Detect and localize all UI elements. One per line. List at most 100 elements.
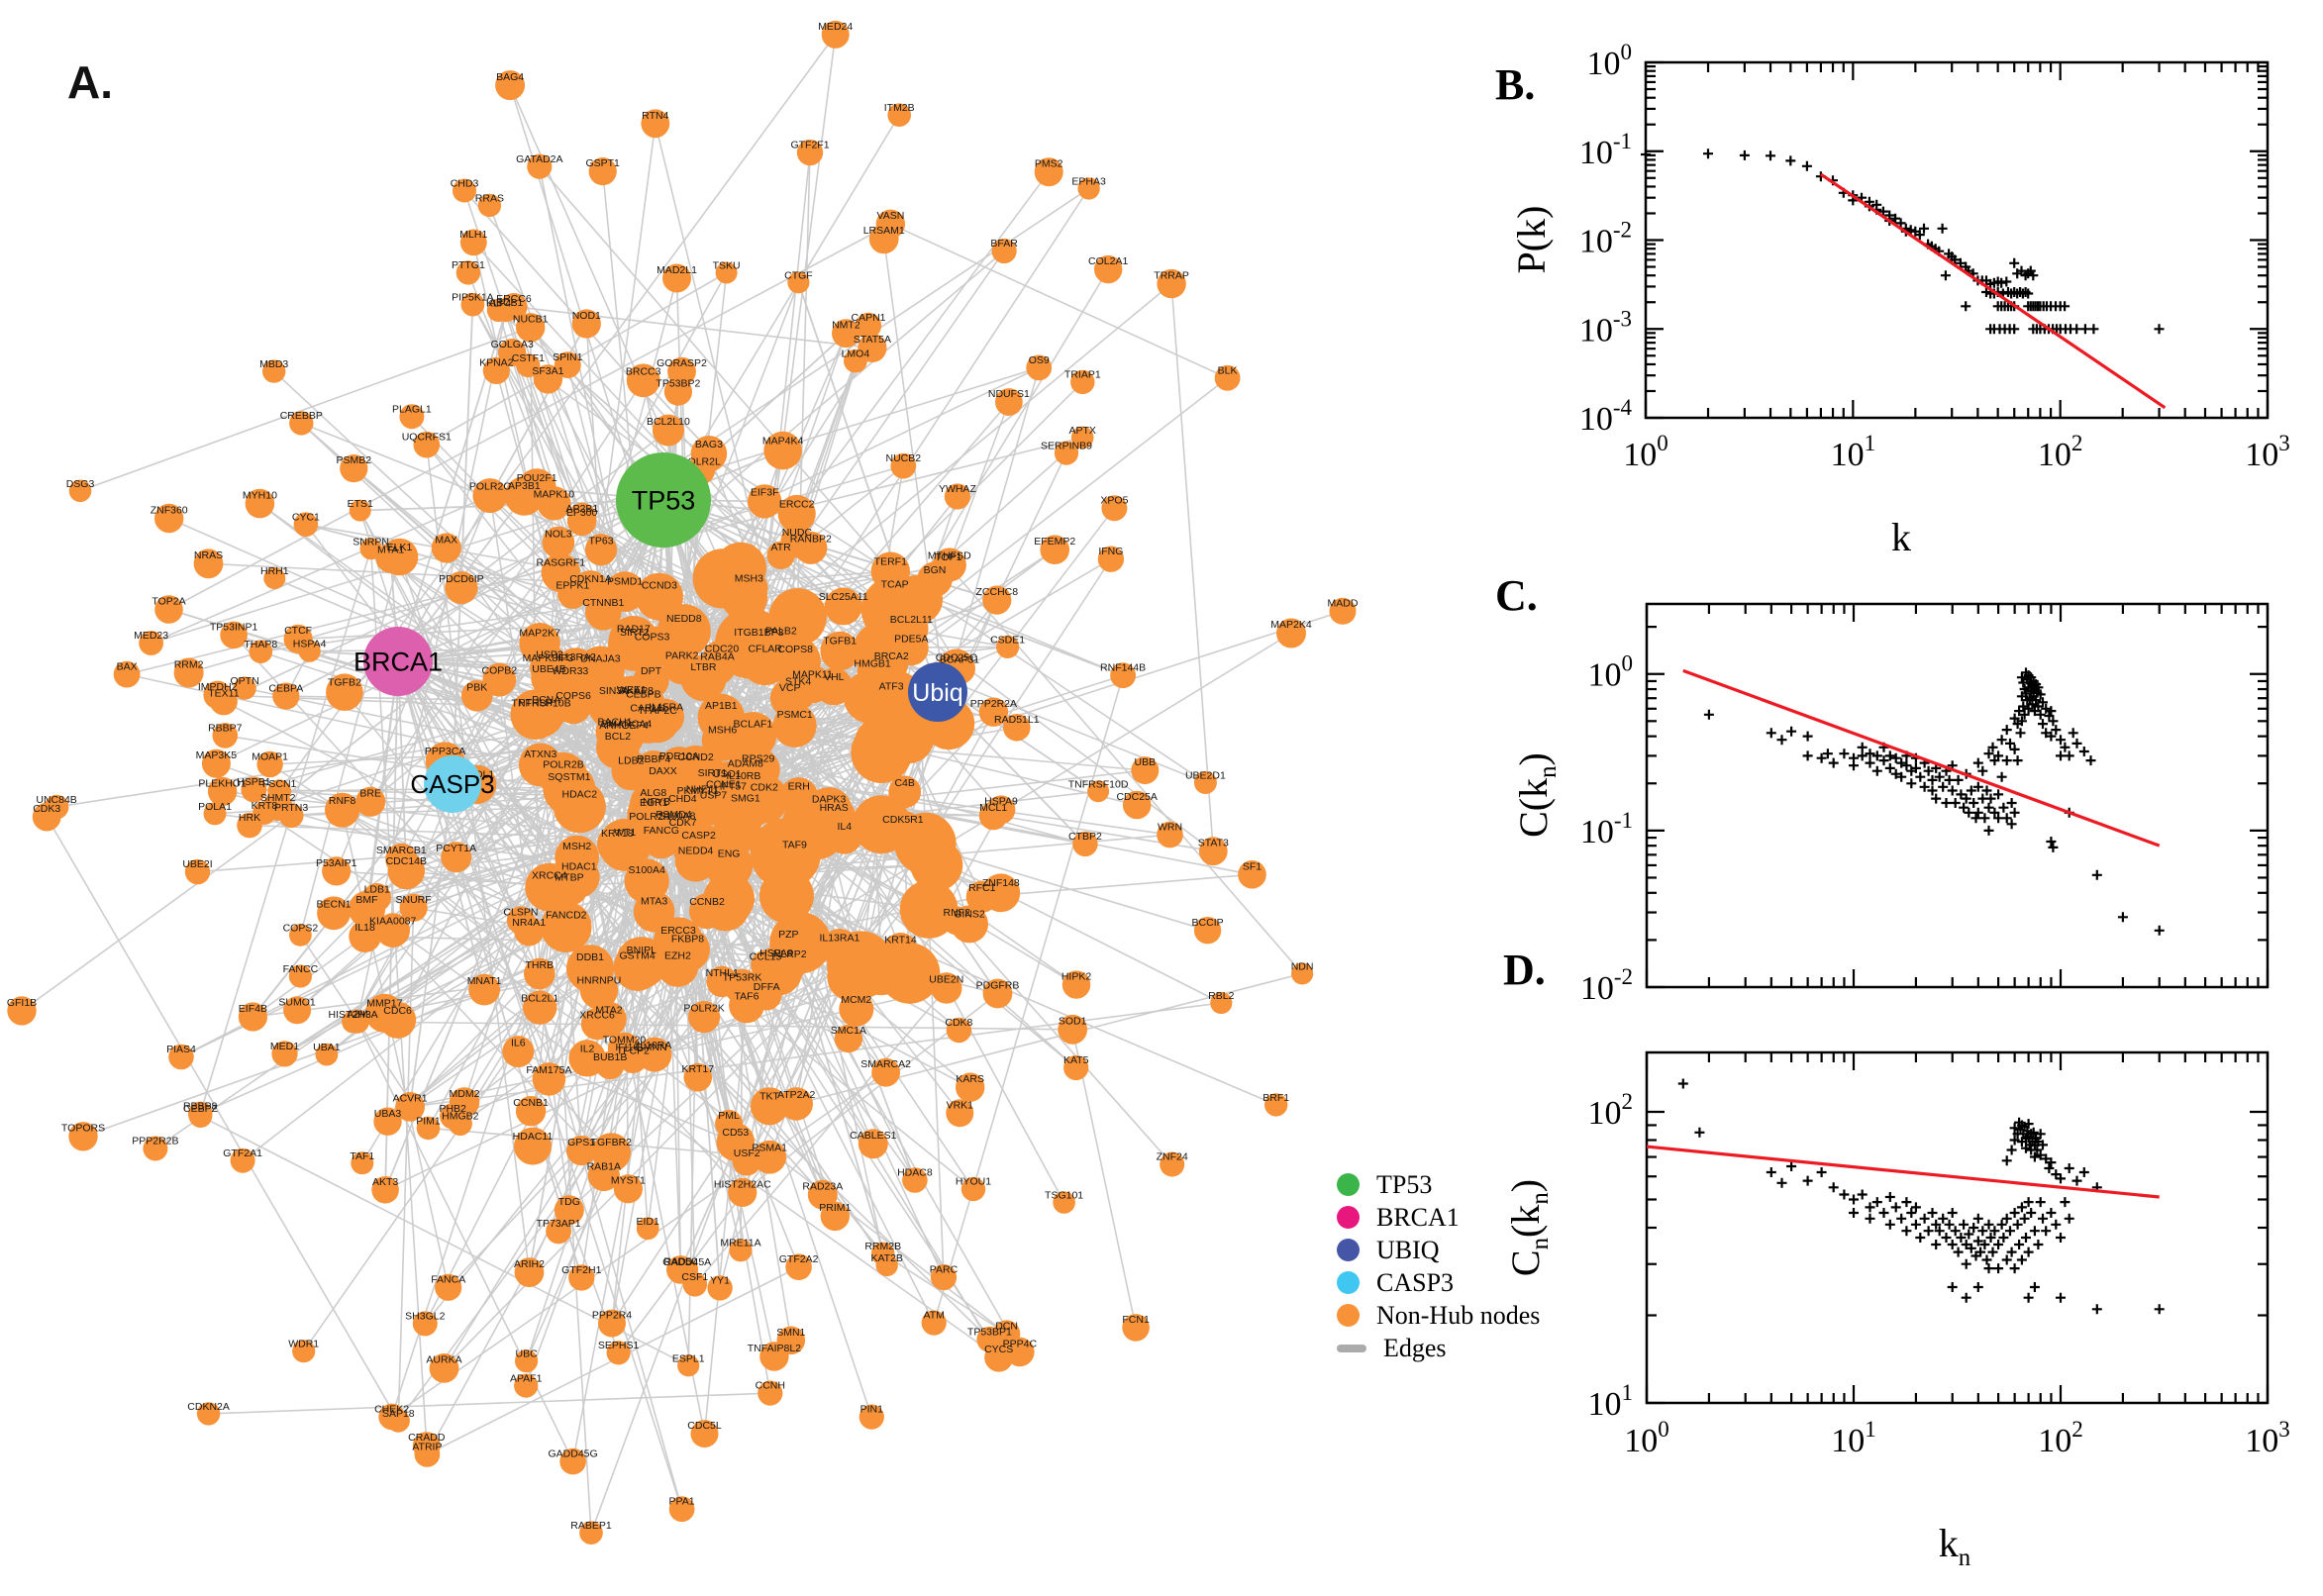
network-node — [1157, 821, 1183, 848]
clustering-coefficient-chart: 100 10-1 10-2 C(kn​) — [1511, 602, 2270, 1007]
gene-label: RAD17 — [617, 624, 651, 636]
gene-label: MAPK8IP3 — [523, 652, 574, 664]
gene-label: HDAC1 — [561, 861, 597, 873]
gene-label: GTF2A2 — [779, 1253, 819, 1265]
gene-label: RRM2B — [864, 1241, 901, 1252]
gene-label: MBD3 — [259, 358, 288, 370]
gene-label: GTF2A1 — [223, 1147, 262, 1159]
network-node — [349, 920, 381, 952]
network-node — [579, 1521, 603, 1545]
gene-label: TAF1 — [350, 1150, 374, 1162]
network-node — [472, 478, 508, 514]
gene-label: AKT3 — [372, 1176, 398, 1188]
network-node — [566, 1136, 597, 1166]
network-node — [546, 1218, 571, 1245]
gene-label: BAG4 — [496, 71, 524, 83]
panel-b-label: B. — [1495, 60, 1535, 109]
network-node — [399, 404, 425, 430]
gene-label: ATXN3 — [524, 748, 556, 760]
network-node — [1264, 1093, 1288, 1117]
gene-label: XRCC6 — [579, 1009, 615, 1021]
gene-label: DSG3 — [66, 478, 95, 490]
gene-label: DNAJA3 — [580, 652, 620, 664]
network-node — [340, 454, 368, 483]
network-node — [220, 621, 248, 649]
network-node — [380, 538, 419, 576]
gene-label: POLR2H — [629, 811, 670, 823]
gene-label: CHD4 — [668, 793, 697, 805]
axis-ticks — [1645, 604, 2270, 989]
network-node — [203, 802, 227, 826]
gene-label: NOL3 — [545, 528, 572, 540]
gene-label: NHEJ1 — [686, 784, 719, 796]
gene-label: TNFAIP8L2 — [748, 1343, 801, 1354]
gene-label: SAP18 — [382, 1408, 415, 1420]
gene-label: ELK1 — [387, 542, 413, 553]
gene-label: MMP17 — [366, 998, 402, 1010]
gene-label: PSMD4 — [656, 809, 691, 821]
gene-label: CREBBP — [280, 410, 323, 422]
gene-label: GSTM4 — [620, 950, 656, 962]
network-node — [728, 1177, 758, 1207]
gene-label: GADD45A — [662, 1256, 711, 1268]
network-node — [541, 901, 592, 952]
gene-label: SMG1 — [731, 793, 760, 805]
gene-label: SQSTM1 — [548, 771, 590, 783]
gene-label: PHB2 — [439, 1103, 466, 1115]
network-node — [597, 824, 638, 864]
network-node — [532, 1062, 566, 1096]
gene-label: FANCC — [283, 963, 319, 975]
network-node — [355, 786, 386, 817]
gene-label: ERH — [788, 781, 810, 793]
tick-label: 100 — [1587, 40, 1633, 82]
gene-label: ERCC2 — [779, 498, 815, 510]
gene-label: CDK2 — [751, 782, 778, 794]
network-node — [871, 1057, 900, 1087]
gene-label: MAP4K4 — [762, 435, 804, 447]
network-node — [580, 1007, 614, 1041]
network-node — [143, 1136, 168, 1161]
gene-label: ARIH2 — [514, 1258, 545, 1270]
brca1-dot-icon — [1337, 1206, 1360, 1229]
network-node — [715, 261, 738, 284]
gene-label: LDB1 — [364, 883, 390, 895]
gene-label: MTA3 — [641, 896, 667, 908]
gene-label: GOLGA3 — [491, 339, 534, 350]
network-node — [449, 1087, 480, 1118]
gene-label: SMC1A — [831, 1025, 866, 1037]
gene-label: RNF8 — [329, 795, 356, 807]
hub-node-ubiq — [908, 662, 967, 722]
network-node — [1214, 364, 1241, 391]
network-node — [325, 792, 360, 828]
gene-label: KLF4 — [486, 297, 511, 309]
network-node — [618, 1045, 648, 1073]
network-node — [554, 351, 581, 378]
network-node — [283, 996, 312, 1025]
gene-label: PCNA — [532, 694, 560, 706]
network-node — [729, 712, 777, 759]
gene-label: ALG8 — [640, 787, 666, 799]
gene-label: PDGFRB — [976, 979, 1020, 991]
network-node — [558, 856, 600, 898]
gene-label: UBA3 — [374, 1108, 402, 1120]
gene-label: CCNB1 — [513, 1097, 549, 1109]
gene-label: TOP1 — [935, 551, 961, 563]
network-node — [834, 1024, 863, 1053]
hub-node-casp3 — [424, 755, 481, 813]
network-node — [686, 759, 739, 811]
network-node — [1193, 771, 1217, 794]
gene-label: RPS29 — [742, 753, 774, 765]
network-node — [779, 1087, 813, 1121]
network-node — [298, 640, 321, 662]
network-node — [596, 1050, 625, 1080]
network-node — [1063, 1054, 1089, 1081]
network-node — [605, 675, 658, 730]
network-node — [758, 868, 814, 924]
gene-label: IL18 — [354, 922, 375, 934]
network-node — [683, 1062, 713, 1092]
gene-label: FCN1 — [1122, 1314, 1150, 1326]
network-node — [412, 1311, 438, 1337]
gene-label: KRT18 — [601, 828, 634, 840]
network-node — [824, 587, 862, 626]
